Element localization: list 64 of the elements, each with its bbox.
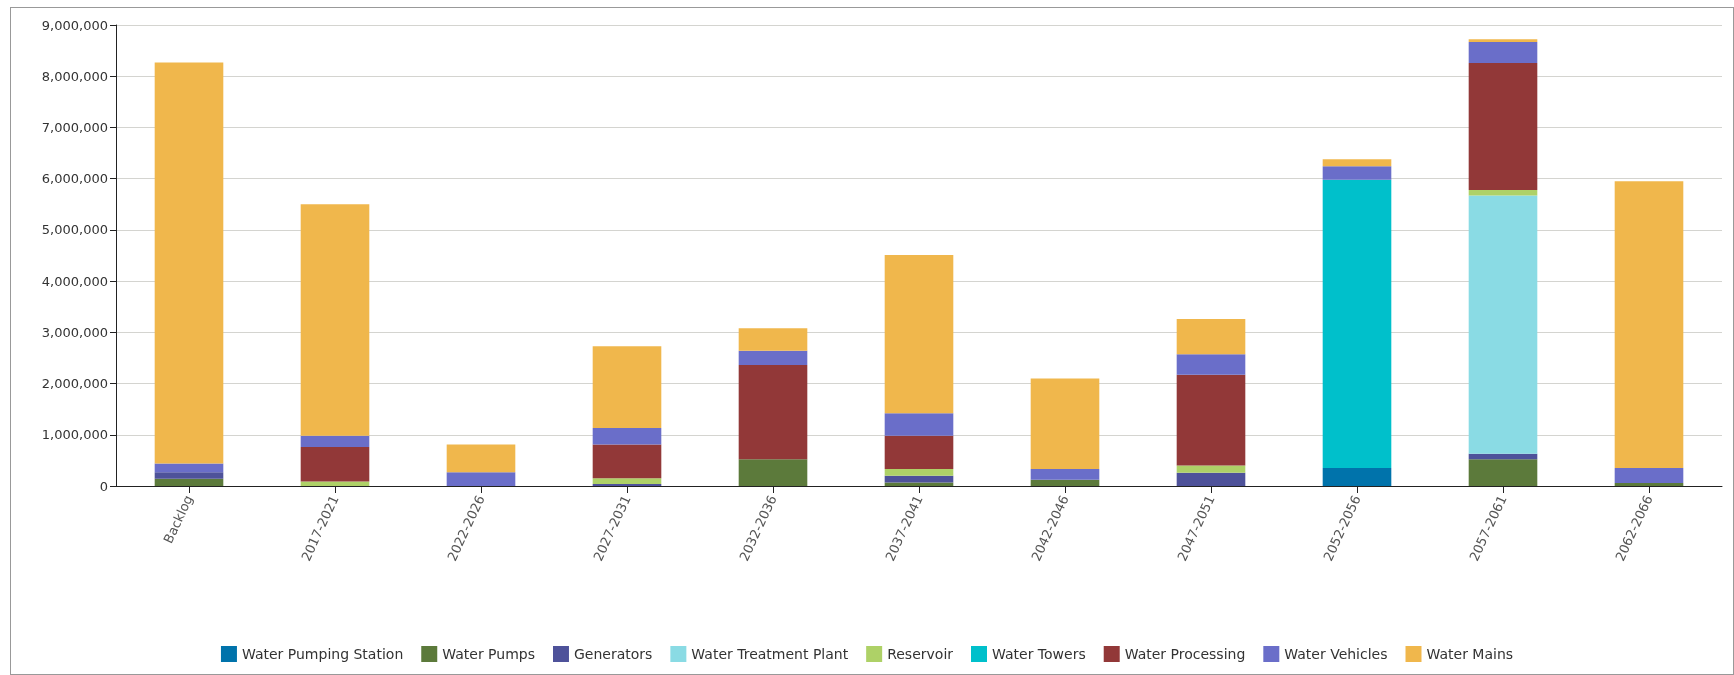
bar (1614, 181, 1684, 469)
bar (592, 444, 662, 479)
bar (300, 435, 370, 448)
bar (154, 472, 224, 479)
bar (1030, 469, 1100, 480)
bar (884, 413, 954, 436)
bar (1468, 62, 1538, 190)
bar (592, 483, 662, 486)
bar (154, 463, 224, 473)
bar (884, 435, 954, 470)
bar (884, 254, 954, 414)
bar (738, 459, 808, 486)
legend-label: Generators (573, 646, 653, 662)
bar (1030, 378, 1100, 470)
legend-label: Water Mains (1426, 646, 1514, 662)
bar (738, 365, 808, 460)
bar (738, 328, 808, 351)
bar (446, 444, 516, 473)
y-tick-label: 6,000,000 (41, 171, 108, 187)
bar (446, 472, 516, 486)
bar (1614, 482, 1684, 486)
y-tick-label: 4,000,000 (41, 273, 108, 289)
bar (1176, 465, 1246, 473)
y-tick-label: 5,000,000 (41, 222, 108, 238)
bar (300, 447, 370, 482)
bar (1322, 166, 1392, 180)
bar (1468, 39, 1538, 42)
y-tick-label: 9,000,000 (41, 17, 108, 33)
bar (1614, 468, 1684, 483)
bar (300, 204, 370, 436)
y-tick-label: 1,000,000 (41, 427, 108, 443)
bar (300, 481, 370, 486)
bar (1322, 159, 1392, 167)
y-tick-label: 3,000,000 (41, 324, 108, 340)
bar (884, 469, 954, 476)
bar (1176, 354, 1246, 375)
bar (1176, 319, 1246, 355)
bar (1468, 189, 1538, 196)
bar (154, 478, 224, 486)
bar (592, 478, 662, 484)
bar (154, 62, 224, 464)
legend-label: Water Processing (1124, 646, 1246, 662)
y-tick-label: 2,000,000 (41, 376, 108, 392)
legend-label: Reservoir (887, 646, 954, 662)
bar (592, 346, 662, 429)
bar (1468, 459, 1538, 486)
legend-label: Water Pumps (442, 646, 535, 662)
bar (738, 350, 808, 366)
bar (1030, 479, 1100, 486)
bar (1176, 374, 1246, 466)
bar (1322, 468, 1392, 486)
y-tick-label: 7,000,000 (41, 119, 108, 135)
y-tick-label: 0 (99, 478, 108, 494)
bar (592, 428, 662, 445)
bar (1468, 41, 1538, 63)
legend-label: Water Treatment Plant (691, 646, 849, 662)
legend-label: Water Vehicles (1284, 646, 1388, 662)
bar (884, 482, 954, 486)
bar (1176, 472, 1246, 486)
legend-label: Water Towers (992, 646, 1086, 662)
bar (1468, 195, 1538, 454)
y-tick-label: 8,000,000 (41, 68, 108, 84)
bar (1322, 179, 1392, 469)
legend-label: Water Pumping Station (241, 646, 404, 662)
